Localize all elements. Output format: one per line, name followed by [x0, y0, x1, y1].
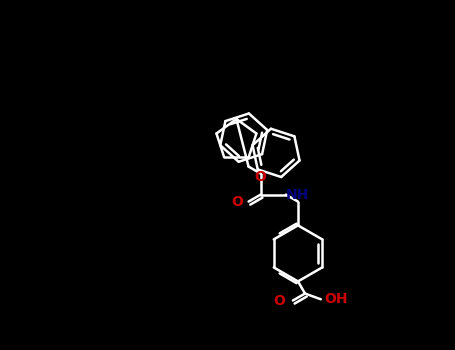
Text: O: O	[255, 170, 267, 184]
Text: O: O	[232, 195, 243, 209]
Text: OH: OH	[324, 292, 347, 306]
Text: NH: NH	[286, 188, 309, 202]
Text: O: O	[273, 294, 285, 308]
